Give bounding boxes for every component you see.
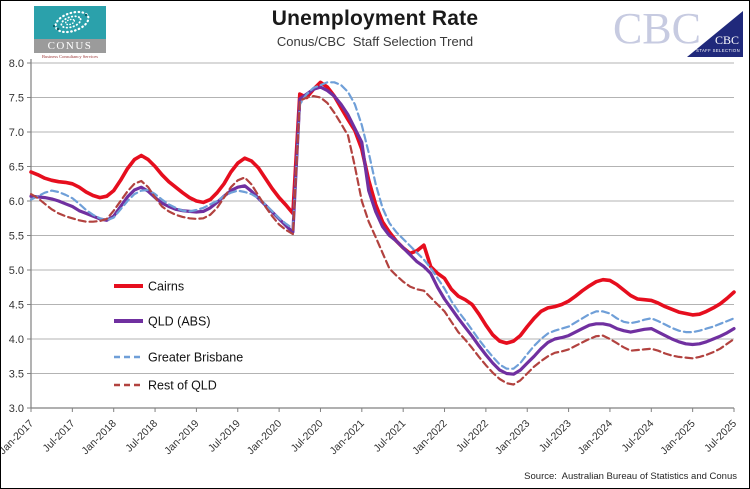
y-axis-label: 6.5 [9,162,24,174]
conus-logo: CONUS Business Consultancy Services [34,6,106,59]
cbc-triangle-badge: CBC STAFF SELECTION [687,11,743,57]
y-axis-label: 8.0 [9,58,24,70]
series-line-rest-of-qld [29,94,736,386]
legend-label: Greater Brisbane [148,351,243,365]
source-note: Source: Australian Bureau of Statistics … [524,471,737,482]
cbc-badge-sub: STAFF SELECTION [696,48,740,53]
y-axis-label: 4.0 [9,334,24,346]
x-axis-label: Jul-2018 [123,418,160,455]
y-axis-label: 6.0 [9,196,24,208]
y-axis-label: 5.5 [9,231,24,243]
y-axis-label: 4.5 [9,300,24,312]
legend-label: Cairns [148,280,184,294]
series-line-greater-brisbane [29,81,736,370]
y-axis-label: 5.0 [9,265,24,277]
y-axis-label: 3.0 [9,403,24,415]
cbc-badge-text: CBC [715,33,739,47]
x-axis-label: Jan-2025 [658,418,698,458]
x-axis-label: Jan-2018 [79,418,119,458]
x-axis-label: Jan-2023 [493,418,533,458]
conus-logo-name: CONUS [34,39,106,53]
x-axis-label: Jul-2024 [619,418,656,455]
x-axis-label: Jul-2023 [537,418,574,455]
cbc-logo-text: CBC [612,4,701,53]
y-axis-label: 7.0 [9,127,24,139]
x-axis-label: Jul-2017 [41,418,78,455]
x-axis-label: Jan-2020 [245,418,285,458]
conus-swirl-icon [34,6,106,39]
series-line-qld-abs- [29,85,736,376]
x-axis-label: Jan-2017 [1,418,36,458]
x-axis-label: Jan-2022 [410,418,450,458]
cbc-logo: CBC CBC STAFF SELECTION [612,4,743,57]
x-axis-label: Jan-2021 [327,418,367,458]
x-axis-label: Jan-2019 [162,418,202,458]
y-axis-label: 7.5 [9,93,24,105]
x-axis-label: Jul-2022 [454,418,491,455]
x-axis-label: Jul-2019 [206,418,243,455]
legend-label: Rest of QLD [148,379,217,393]
x-axis-label: Jul-2021 [371,418,408,455]
x-axis-label: Jul-2020 [289,418,326,455]
y-axis-label: 3.5 [9,369,24,381]
series-line-cairns [29,80,736,345]
legend-label: QLD (ABS) [148,315,211,329]
x-axis-label: Jan-2024 [576,418,616,458]
x-axis-label: Jul-2025 [702,418,739,455]
conus-logo-tagline: Business Consultancy Services [42,54,98,59]
